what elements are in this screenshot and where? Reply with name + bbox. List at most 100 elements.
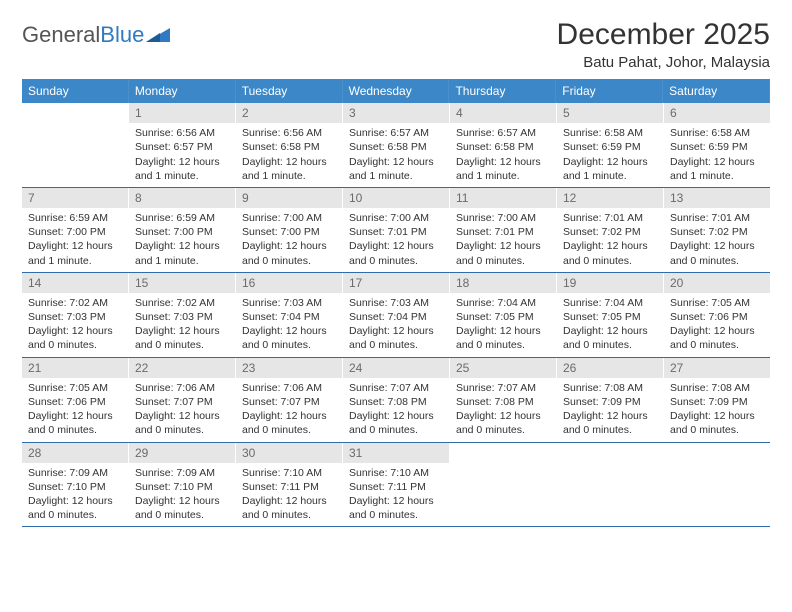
day-line-ss: Sunset: 7:03 PM (28, 310, 122, 324)
day-line-ss: Sunset: 7:08 PM (456, 395, 550, 409)
day-line-d2: and 0 minutes. (563, 423, 657, 437)
day-cell (557, 443, 664, 527)
day-text: Sunrise: 7:03 AMSunset: 7:04 PMDaylight:… (236, 296, 342, 353)
day-text: Sunrise: 7:00 AMSunset: 7:01 PMDaylight:… (343, 211, 449, 268)
logo-text-2: Blue (100, 22, 144, 48)
day-cell: 25Sunrise: 7:07 AMSunset: 7:08 PMDayligh… (450, 358, 557, 442)
day-line-ss: Sunset: 7:08 PM (349, 395, 443, 409)
day-line-d1: Daylight: 12 hours (563, 324, 657, 338)
day-line-sr: Sunrise: 7:09 AM (135, 466, 229, 480)
day-line-ss: Sunset: 7:00 PM (135, 225, 229, 239)
day-line-d2: and 0 minutes. (28, 508, 122, 522)
day-text: Sunrise: 7:07 AMSunset: 7:08 PMDaylight:… (450, 381, 556, 438)
day-number: 28 (22, 443, 128, 463)
day-number: 15 (129, 273, 235, 293)
day-cell: 14 Sunrise: 7:02 AMSunset: 7:03 PMDayligh… (22, 273, 129, 357)
day-line-d2: and 1 minute. (670, 169, 764, 183)
day-line-sr: Sunrise: 6:59 AM (28, 211, 122, 225)
day-line-d1: Daylight: 12 hours (135, 155, 229, 169)
day-line-d2: and 0 minutes. (349, 423, 443, 437)
day-line-ss: Sunset: 7:11 PM (349, 480, 443, 494)
day-line-sr: Sunrise: 6:56 AM (242, 126, 336, 140)
day-cell: 7Sunrise: 6:59 AMSunset: 7:00 PMDaylight… (22, 188, 129, 272)
day-line-d1: Daylight: 12 hours (349, 324, 443, 338)
day-line-d2: and 0 minutes. (563, 338, 657, 352)
day-line-ss: Sunset: 7:00 PM (242, 225, 336, 239)
day-line-ss: Sunset: 7:04 PM (349, 310, 443, 324)
day-line-ss: Sunset: 7:10 PM (28, 480, 122, 494)
day-line-d1: Daylight: 12 hours (349, 239, 443, 253)
location: Batu Pahat, Johor, Malaysia (557, 54, 770, 71)
day-cell (22, 103, 129, 187)
day-line-d2: and 0 minutes. (349, 254, 443, 268)
day-line-sr: Sunrise: 7:08 AM (670, 381, 764, 395)
day-line-d2: and 1 minute. (456, 169, 550, 183)
day-line-sr: Sunrise: 7:04 AM (563, 296, 657, 310)
day-text: Sunrise: 7:02 AMSunset: 7:03 PMDaylight:… (129, 296, 235, 353)
day-cell: 22Sunrise: 7:06 AMSunset: 7:07 PMDayligh… (129, 358, 236, 442)
day-line-d1: Daylight: 12 hours (349, 409, 443, 423)
day-line-d2: and 0 minutes. (135, 508, 229, 522)
day-cell: 31Sunrise: 7:10 AMSunset: 7:11 PMDayligh… (343, 443, 450, 527)
day-cell: 20 Sunrise: 7:05 AMSunset: 7:06 PMDayligh… (664, 273, 770, 357)
day-text: Sunrise: 7:02 AMSunset: 7:03 PMDaylight:… (22, 296, 128, 353)
day-number: 9 (236, 188, 342, 208)
week-row: 1Sunrise: 6:56 AMSunset: 6:57 PMDaylight… (22, 103, 770, 188)
day-number: 2 (236, 103, 342, 123)
day-line-sr: Sunrise: 7:06 AM (242, 381, 336, 395)
day-text: Sunrise: 7:05 AMSunset: 7:06 PMDaylight:… (22, 381, 128, 438)
day-line-sr: Sunrise: 7:05 AM (670, 296, 764, 310)
day-cell: 9Sunrise: 7:00 AMSunset: 7:00 PMDaylight… (236, 188, 343, 272)
day-line-d2: and 0 minutes. (456, 423, 550, 437)
day-number: 16 (236, 273, 342, 293)
day-line-sr: Sunrise: 7:09 AM (28, 466, 122, 480)
day-text: Sunrise: 6:56 AMSunset: 6:57 PMDaylight:… (129, 126, 235, 183)
day-number: 29 (129, 443, 235, 463)
day-text: Sunrise: 7:06 AMSunset: 7:07 PMDaylight:… (236, 381, 342, 438)
day-number: 14 (22, 273, 128, 293)
day-text: Sunrise: 7:05 AMSunset: 7:06 PMDaylight:… (664, 296, 770, 353)
day-number: 3 (343, 103, 449, 123)
day-line-d1: Daylight: 12 hours (135, 324, 229, 338)
dow-thursday: Thursday (449, 79, 556, 103)
logo-text-1: General (22, 22, 100, 48)
day-cell: 8Sunrise: 6:59 AMSunset: 7:00 PMDaylight… (129, 188, 236, 272)
day-line-d1: Daylight: 12 hours (135, 494, 229, 508)
day-text: Sunrise: 7:08 AMSunset: 7:09 PMDaylight:… (557, 381, 663, 438)
day-line-d1: Daylight: 12 hours (670, 324, 764, 338)
day-line-sr: Sunrise: 7:07 AM (349, 381, 443, 395)
day-number: 12 (557, 188, 663, 208)
day-line-sr: Sunrise: 7:04 AM (456, 296, 550, 310)
day-line-d2: and 1 minute. (242, 169, 336, 183)
day-line-d1: Daylight: 12 hours (28, 324, 122, 338)
day-cell: 19Sunrise: 7:04 AMSunset: 7:05 PMDayligh… (557, 273, 664, 357)
day-cell: 4Sunrise: 6:57 AMSunset: 6:58 PMDaylight… (450, 103, 557, 187)
day-cell: 10 Sunrise: 7:00 AMSunset: 7:01 PMDayligh… (343, 188, 450, 272)
day-line-d1: Daylight: 12 hours (242, 155, 336, 169)
day-text: Sunrise: 6:59 AMSunset: 7:00 PMDaylight:… (129, 211, 235, 268)
dow-row: Sunday Monday Tuesday Wednesday Thursday… (22, 79, 770, 103)
logo: GeneralBlue (22, 22, 172, 48)
day-number: 7 (22, 188, 128, 208)
day-text: Sunrise: 7:08 AMSunset: 7:09 PMDaylight:… (664, 381, 770, 438)
day-number: 10 (343, 188, 449, 208)
day-line-d2: and 0 minutes. (242, 254, 336, 268)
day-text: Sunrise: 6:58 AMSunset: 6:59 PMDaylight:… (664, 126, 770, 183)
day-number: 20 (664, 273, 770, 293)
dow-tuesday: Tuesday (236, 79, 343, 103)
week-row: 7Sunrise: 6:59 AMSunset: 7:00 PMDaylight… (22, 188, 770, 273)
week-row: 28Sunrise: 7:09 AMSunset: 7:10 PMDayligh… (22, 443, 770, 528)
day-line-ss: Sunset: 7:00 PM (28, 225, 122, 239)
day-line-ss: Sunset: 7:05 PM (563, 310, 657, 324)
day-line-d1: Daylight: 12 hours (135, 239, 229, 253)
day-line-sr: Sunrise: 7:06 AM (135, 381, 229, 395)
day-line-d1: Daylight: 12 hours (242, 494, 336, 508)
day-cell: 6Sunrise: 6:58 AMSunset: 6:59 PMDaylight… (664, 103, 770, 187)
logo-triangle-icon (146, 26, 172, 44)
day-text: Sunrise: 7:04 AMSunset: 7:05 PMDaylight:… (450, 296, 556, 353)
day-text: Sunrise: 6:57 AMSunset: 6:58 PMDaylight:… (343, 126, 449, 183)
dow-friday: Friday (556, 79, 663, 103)
day-line-sr: Sunrise: 7:03 AM (349, 296, 443, 310)
day-cell: 2Sunrise: 6:56 AMSunset: 6:58 PMDaylight… (236, 103, 343, 187)
day-line-ss: Sunset: 6:59 PM (670, 140, 764, 154)
